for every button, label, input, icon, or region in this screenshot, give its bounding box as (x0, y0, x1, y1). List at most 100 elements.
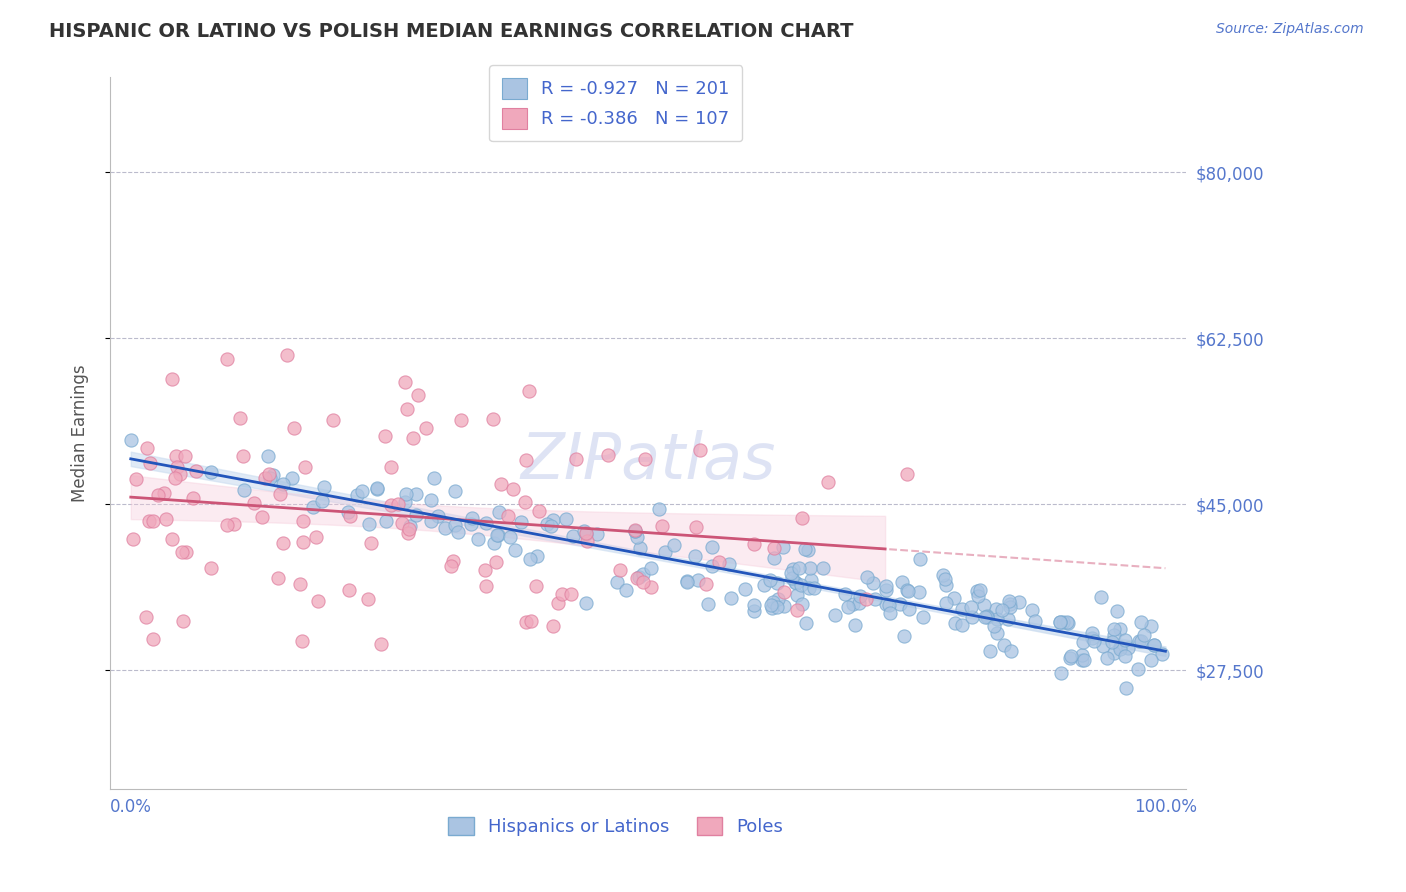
Point (1049, 615, 1071, 629)
Point (496, 508, 519, 523)
Point (742, 604, 765, 618)
Text: ZIPatlas: ZIPatlas (520, 431, 776, 492)
Point (960, 610, 983, 624)
Point (254, 471, 277, 485)
Point (1021, 603, 1043, 617)
Point (153, 485, 176, 500)
Point (276, 348, 298, 362)
Point (398, 522, 420, 536)
Point (262, 467, 284, 482)
Point (907, 585, 929, 599)
Point (311, 493, 333, 508)
Point (942, 591, 965, 605)
Point (339, 508, 361, 523)
Point (932, 568, 955, 582)
Point (415, 420, 437, 434)
Point (283, 421, 305, 435)
Point (626, 530, 648, 544)
Point (1150, 647, 1173, 661)
Point (792, 510, 814, 524)
Point (1095, 651, 1118, 665)
Point (935, 596, 957, 610)
Point (391, 516, 413, 530)
Point (163, 471, 186, 485)
Point (1130, 634, 1153, 648)
Point (174, 545, 197, 559)
Point (794, 615, 817, 630)
Point (1104, 622, 1126, 636)
Point (125, 472, 148, 486)
Point (662, 538, 685, 552)
Point (759, 598, 782, 612)
Point (547, 597, 569, 611)
Point (543, 513, 565, 527)
Point (1126, 662, 1149, 676)
Point (1143, 638, 1166, 652)
Point (172, 614, 194, 628)
Point (408, 388, 430, 402)
Point (447, 524, 470, 539)
Point (785, 574, 807, 589)
Point (517, 384, 540, 399)
Point (1115, 681, 1137, 695)
Point (950, 602, 973, 616)
Point (855, 570, 877, 584)
Point (786, 588, 808, 602)
Point (626, 571, 648, 585)
Point (786, 602, 808, 616)
Point (520, 614, 543, 628)
Point (460, 517, 482, 532)
Point (183, 491, 205, 505)
Point (374, 514, 396, 528)
Point (896, 467, 918, 481)
Point (305, 530, 328, 544)
Point (1107, 604, 1129, 618)
Point (290, 577, 312, 591)
Point (837, 600, 859, 615)
Point (292, 535, 315, 549)
Point (395, 401, 418, 416)
Point (1139, 653, 1161, 667)
Point (302, 500, 325, 515)
Point (785, 576, 807, 591)
Point (387, 497, 409, 511)
Point (849, 589, 872, 603)
Point (233, 483, 256, 498)
Point (676, 575, 699, 590)
Point (291, 633, 314, 648)
Point (790, 577, 813, 591)
Point (824, 607, 846, 622)
Point (794, 542, 817, 557)
Point (174, 449, 197, 463)
Y-axis label: Median Earnings: Median Earnings (72, 364, 89, 502)
Point (734, 582, 756, 597)
Point (135, 610, 157, 624)
Point (862, 576, 884, 591)
Point (700, 559, 723, 574)
Point (893, 629, 915, 643)
Point (763, 550, 786, 565)
Point (484, 536, 506, 550)
Point (337, 505, 360, 519)
Point (1128, 634, 1150, 648)
Point (1056, 616, 1078, 631)
Point (689, 443, 711, 458)
Point (967, 590, 990, 604)
Point (121, 532, 143, 546)
Point (229, 411, 252, 425)
Point (848, 596, 870, 610)
Point (551, 587, 574, 601)
Point (1008, 595, 1031, 609)
Point (897, 583, 920, 598)
Legend: Hispanics or Latinos, Poles: Hispanics or Latinos, Poles (441, 810, 790, 844)
Point (281, 471, 304, 485)
Point (160, 372, 183, 386)
Point (773, 599, 796, 613)
Point (420, 493, 443, 508)
Point (419, 514, 441, 528)
Point (1052, 615, 1074, 630)
Point (1090, 590, 1112, 604)
Point (474, 563, 496, 577)
Point (526, 549, 548, 563)
Point (314, 480, 336, 494)
